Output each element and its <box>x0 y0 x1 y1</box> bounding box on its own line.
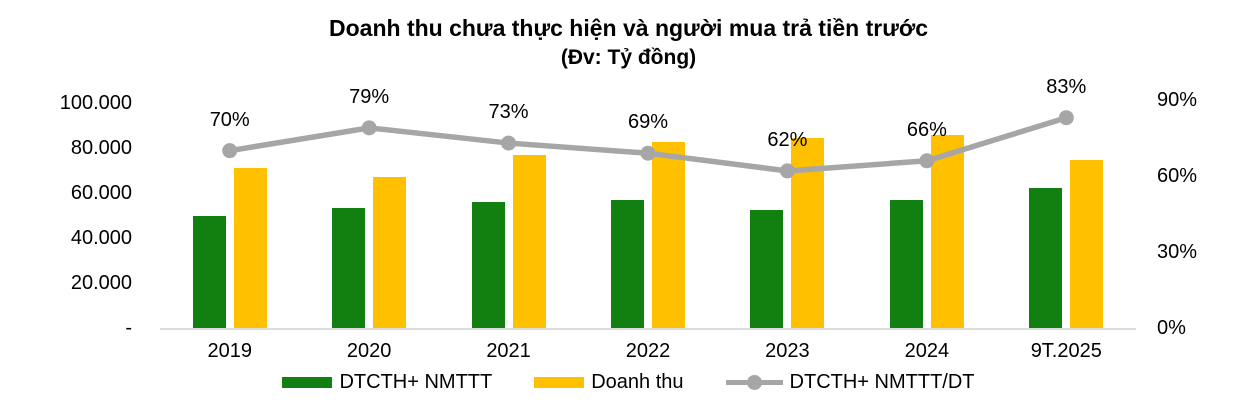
left-axis-tick: 20.000 <box>70 272 132 294</box>
legend-item-dtcth-nmttt-dt: DTCTH+ NMTTT/DT <box>725 371 975 394</box>
bar-doanh-thu <box>1070 159 1104 328</box>
bar-dtcth-nmttt <box>471 201 505 328</box>
bar-dtcth-nmttt <box>332 208 366 328</box>
legend-swatch-rect <box>534 377 585 388</box>
ratio-line-marker <box>222 143 238 159</box>
bar-dtcth-nmttt <box>750 209 784 328</box>
x-axis-label: 2022 <box>625 340 671 362</box>
line-data-label: 83% <box>1046 75 1087 98</box>
left-axis-tick: 40.000 <box>70 227 132 249</box>
line-data-label: 79% <box>349 85 390 108</box>
legend-label: DTCTH+ NMTTT/DT <box>789 371 975 393</box>
line-data-label: 66% <box>906 118 947 141</box>
legend-label: Doanh thu <box>591 371 684 393</box>
right-axis-tick: 90% <box>1157 89 1198 111</box>
bar-dtcth-nmttt <box>1029 188 1063 328</box>
x-axis-label: 2021 <box>486 340 531 362</box>
bar-doanh-thu <box>930 134 964 328</box>
bar-doanh-thu <box>652 142 685 328</box>
right-axis-tick: 60% <box>1157 165 1198 187</box>
x-axis-label: 2019 <box>207 340 252 362</box>
legend-item-dtcth-nmttt: DTCTH+ NMTTT <box>282 371 492 394</box>
legend-swatch-rect <box>282 377 333 388</box>
chart-title: Doanh thu chưa thực hiện và người mua tr… <box>0 15 1257 70</box>
legend: DTCTH+ NMTTT Doanh thu DTCTH+ NMTTT/DT <box>0 371 1257 394</box>
x-axis-label: 2024 <box>904 340 950 362</box>
legend-label: DTCTH+ NMTTT <box>339 371 493 393</box>
bar-dtcth-nmttt <box>192 215 226 328</box>
right-axis-tick: 0% <box>1157 317 1186 339</box>
bar-doanh-thu <box>512 154 546 328</box>
left-axis-tick: - <box>125 317 132 339</box>
x-axis-label: 2023 <box>765 340 810 362</box>
right-axis-tick: 30% <box>1157 241 1198 263</box>
bar-doanh-thu <box>373 176 407 328</box>
ratio-line-marker <box>361 120 377 136</box>
left-axis-tick: 60.000 <box>70 182 132 204</box>
legend-marker-circle <box>746 375 762 390</box>
bar-doanh-thu <box>791 137 825 328</box>
line-data-label: 69% <box>627 111 669 134</box>
bar-doanh-thu <box>233 168 267 328</box>
legend-item-doanh-thu: Doanh thu <box>534 371 684 394</box>
ratio-line-marker <box>501 135 517 151</box>
bar-dtcth-nmttt <box>889 200 923 328</box>
line-data-label: 73% <box>488 101 529 124</box>
x-axis-label: 2020 <box>346 340 392 362</box>
bar-dtcth-nmttt <box>611 199 644 328</box>
x-axis-label: 9T.2025 <box>1030 340 1102 362</box>
legend-swatch-line-marker <box>725 375 783 391</box>
x-axis-line <box>160 328 1136 330</box>
chart-title-line2: (Đv: Tỷ đồng) <box>560 45 697 69</box>
line-data-label: 62% <box>767 128 808 151</box>
left-axis-tick: 80.000 <box>70 137 132 159</box>
ratio-line-marker <box>1058 110 1074 126</box>
line-data-label: 70% <box>209 108 250 131</box>
left-axis-tick: 100.000 <box>59 92 132 114</box>
chart-title-line1: Doanh thu chưa thực hiện và người mua tr… <box>329 15 928 41</box>
